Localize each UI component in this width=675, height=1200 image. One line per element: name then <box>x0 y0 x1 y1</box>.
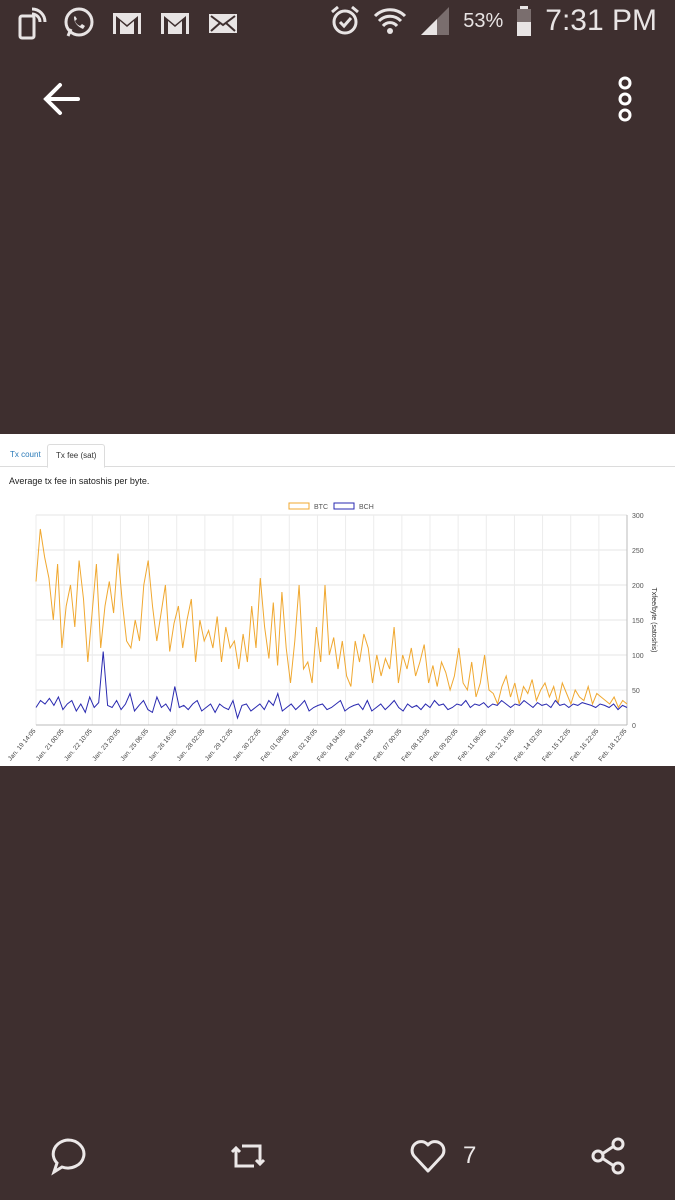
x-tick-label: Jan. 23 20:05 <box>91 728 122 763</box>
system-status: 53% 7:31 PM <box>329 4 657 38</box>
gmail-icon <box>161 13 189 34</box>
heart-icon[interactable] <box>408 1136 448 1176</box>
overflow-menu-icon[interactable] <box>611 74 639 124</box>
y-tick-label: 200 <box>632 583 644 590</box>
series-line-bch <box>35 651 628 720</box>
email-icon <box>209 14 237 33</box>
wifi-call-icon <box>18 7 47 40</box>
x-tick-label: Feb. 12 16:05 <box>485 727 516 763</box>
x-tick-label: Jan. 29 12:05 <box>204 728 235 763</box>
x-tick-label: Jan. 19 14:05 <box>7 728 38 763</box>
battery-icon <box>517 6 532 36</box>
retweet-icon[interactable] <box>228 1136 268 1176</box>
chart-tabs: Tx count Tx fee (sat) <box>0 440 675 468</box>
tab-tx-fee[interactable]: Tx fee (sat) <box>47 444 106 468</box>
x-tick-label: Feb. 04 04:05 <box>316 727 347 763</box>
x-tick-label: Jan. 22 10:05 <box>63 728 94 763</box>
x-tick-label: Feb. 15 12:05 <box>541 727 572 763</box>
series-line-btc <box>35 528 628 709</box>
x-tick-label: Feb. 14 02:05 <box>513 727 544 763</box>
alarm-icon <box>331 5 360 35</box>
y-tick-label: 150 <box>632 618 644 625</box>
x-tick-label: Feb. 16 22:05 <box>569 727 600 763</box>
x-tick-label: Jan. 25 06:05 <box>119 728 150 763</box>
tweet-actions: 7 <box>0 1130 675 1186</box>
legend-label-btc: BTC <box>314 504 328 511</box>
reply-icon[interactable] <box>48 1136 88 1176</box>
like-count: 7 <box>463 1142 477 1169</box>
x-tick-label: Feb. 02 18:05 <box>288 727 319 763</box>
chart-caption: Average tx fee in satoshis per byte. <box>9 476 150 486</box>
tab-tx-count[interactable]: Tx count <box>10 450 41 459</box>
legend-swatch-btc <box>288 502 310 510</box>
gmail-icon <box>113 13 141 34</box>
legend-swatch-bch <box>333 502 355 510</box>
y-tick-label: 300 <box>632 513 644 520</box>
whatsapp-icon <box>64 7 94 37</box>
share-icon[interactable] <box>588 1136 628 1176</box>
x-tick-label: Feb. 01 08:05 <box>260 727 291 763</box>
notification-icons <box>14 6 240 40</box>
x-tick-label: Jan. 26 16:05 <box>148 728 179 763</box>
status-bar: 53% 7:31 PM <box>0 0 675 46</box>
wifi-icon <box>374 8 407 34</box>
x-tick-label: Feb. 09 20:05 <box>429 727 460 763</box>
x-tick-label: Feb. 08 10:05 <box>400 727 431 763</box>
x-tick-label: Feb. 11 06:05 <box>457 727 488 762</box>
y-tick-label: 250 <box>632 548 644 555</box>
y-tick-label: 50 <box>632 688 640 695</box>
legend-label-bch: BCH <box>359 504 374 511</box>
x-tick-label: Jan. 30 22:05 <box>232 728 263 763</box>
signal-icon <box>421 7 450 35</box>
x-tick-label: Jan. 28 02:05 <box>176 728 207 763</box>
y-tick-label: 0 <box>632 723 636 730</box>
x-tick-label: Feb. 05 14:05 <box>344 727 375 763</box>
back-arrow-icon[interactable] <box>38 76 84 122</box>
y-tick-label: 100 <box>632 653 644 660</box>
x-tick-label: Feb. 18 12:05 <box>597 727 628 763</box>
x-tick-label: Jan. 21 00:05 <box>35 728 66 763</box>
tweet-image[interactable]: Tx count Tx fee (sat) Average tx fee in … <box>0 434 675 766</box>
app-bar <box>0 60 675 136</box>
battery-percent: 53% <box>463 9 504 32</box>
y-axis-label: Txfee/byte (satoshis) <box>650 588 657 653</box>
x-tick-label: Feb. 07 00:05 <box>372 727 403 763</box>
clock: 7:31 PM <box>545 4 657 37</box>
